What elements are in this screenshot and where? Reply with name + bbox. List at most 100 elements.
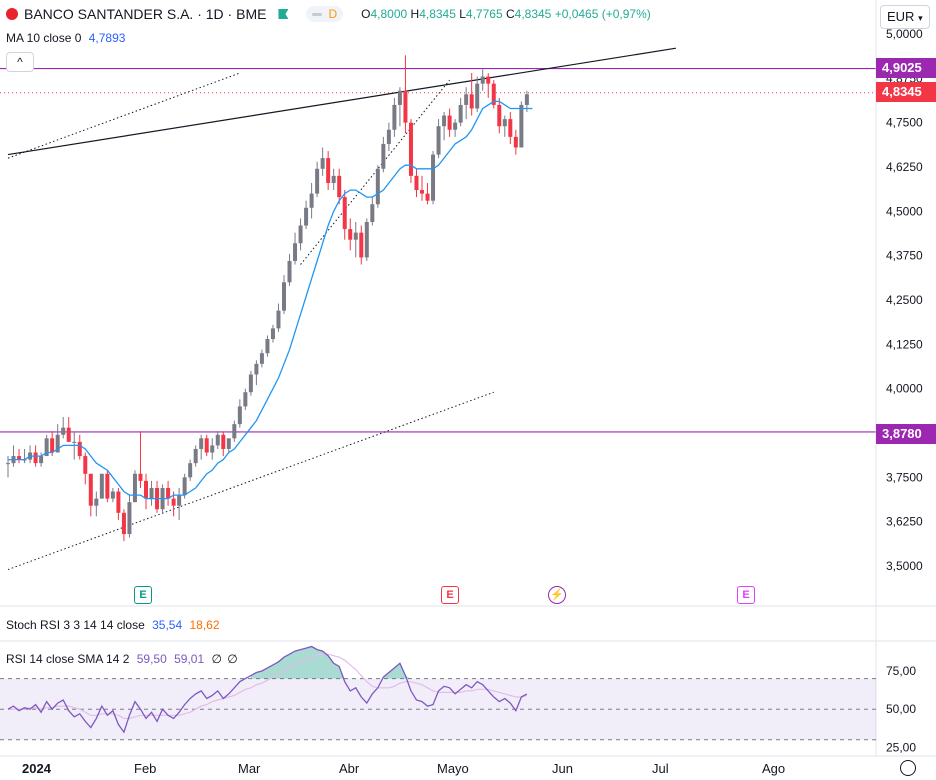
stoch-legend[interactable]: Stoch RSI 3 3 14 14 close 35,54 18,62 <box>6 618 220 632</box>
y-tick-label: 4,0000 <box>886 382 923 396</box>
candle-body <box>204 438 209 453</box>
candle-body <box>39 456 44 464</box>
chevron-down-icon: ▾ <box>918 13 923 23</box>
x-tick-label: Mayo <box>437 761 469 776</box>
earnings-event-icon[interactable]: E <box>441 586 459 604</box>
candle-body <box>144 480 148 499</box>
candle-body <box>464 94 469 105</box>
candle-body <box>309 193 314 208</box>
candle-body <box>392 104 397 130</box>
ohlc-open-label: O <box>361 7 371 21</box>
candle-body <box>326 158 331 183</box>
trendline <box>7 47 677 156</box>
candle-body <box>259 353 264 364</box>
candle-body <box>491 83 496 105</box>
rsi-y-tick-label: 50,00 <box>886 702 916 716</box>
candle-body <box>232 424 237 439</box>
ma-legend[interactable]: MA 10 close 0 4,7893 <box>6 31 125 45</box>
candle-body <box>94 498 99 506</box>
price-label-upper: 4,9025 <box>876 58 936 78</box>
candle-body <box>265 339 270 354</box>
candle-body <box>83 456 88 474</box>
chart-header: BANCO SANTANDER S.A. · 1D · BME D O4,800… <box>6 6 651 22</box>
candle-body <box>408 122 413 176</box>
ohlc-close-label: C <box>505 7 515 21</box>
candle-body <box>320 158 325 169</box>
split-event-icon[interactable]: ⚡ <box>548 586 566 604</box>
candle-body <box>375 168 380 205</box>
status-pill[interactable]: D <box>306 6 344 22</box>
candle-body <box>33 452 38 464</box>
y-tick-label: 4,1250 <box>886 337 923 351</box>
candle-body <box>226 438 231 449</box>
candle-body <box>475 83 480 109</box>
collapse-legend-button[interactable]: ^ <box>6 52 34 72</box>
candle-body <box>469 94 474 109</box>
candle-body <box>50 438 55 453</box>
x-tick-label: Jun <box>552 761 573 776</box>
candle-body <box>497 104 502 127</box>
candle-body <box>210 445 215 453</box>
candle-body <box>298 225 303 244</box>
candle-body <box>436 126 441 155</box>
candle-body <box>61 427 66 435</box>
candle-body <box>188 463 193 478</box>
status-letter: D <box>328 7 338 21</box>
candle-body <box>420 190 424 194</box>
candle-body <box>276 310 281 329</box>
trendline <box>7 391 494 571</box>
candle-body <box>480 76 485 84</box>
candle-body <box>121 512 126 535</box>
candle-body <box>359 232 364 258</box>
rsi-extra-2: ∅ <box>227 652 238 666</box>
x-tick-label: Feb <box>134 761 156 776</box>
rsi-legend[interactable]: RSI 14 close SMA 14 2 59,50 59,01 ∅ ∅ <box>6 652 238 666</box>
candle-body <box>17 456 22 460</box>
candle-body <box>342 197 347 230</box>
stoch-label: Stoch RSI 3 3 14 14 close <box>6 618 145 632</box>
candle-body <box>287 260 292 283</box>
ohlc-values: O4,8000 H4,8345 L4,7765 C4,8345 +0,0465 … <box>361 7 651 21</box>
candle-body <box>177 495 182 506</box>
candle-body <box>171 498 176 506</box>
status-dot-icon <box>312 12 323 16</box>
candle-body <box>453 122 458 130</box>
earnings-event-letter: E <box>139 589 147 601</box>
earnings-event-icon[interactable]: E <box>134 586 152 604</box>
candle-body <box>199 438 204 449</box>
price-chart[interactable]: 3,50003,62503,75003,87504,00004,12504,25… <box>0 0 936 606</box>
candle-body <box>77 441 82 457</box>
candle-body <box>337 175 342 198</box>
candle-body <box>370 204 375 222</box>
candle-body <box>397 90 402 105</box>
rsi-y-tick-label: 25,00 <box>886 740 916 754</box>
price-label-last: 4,8345 <box>876 82 936 102</box>
candle-body <box>386 129 391 144</box>
candle-body <box>381 143 386 169</box>
rsi-label: RSI 14 close SMA 14 2 <box>6 652 130 666</box>
rsi-sma-value: 59,01 <box>174 652 205 666</box>
candle-body <box>248 374 253 393</box>
ma-label: MA 10 close 0 <box>6 31 82 45</box>
symbol-title[interactable]: BANCO SANTANDER S.A. · 1D · BME <box>24 6 267 22</box>
candle-body <box>182 477 187 496</box>
candle-body <box>72 441 77 443</box>
candle-body <box>99 473 104 499</box>
earnings-event-icon[interactable]: E <box>737 586 755 604</box>
candle-body <box>353 232 358 240</box>
candle-body <box>127 502 132 535</box>
candle-body <box>403 90 408 123</box>
gear-icon[interactable] <box>900 760 916 776</box>
rsi-overbought-fill <box>250 646 411 679</box>
y-tick-label: 4,5000 <box>886 204 923 218</box>
stoch-d-value: 18,62 <box>189 618 220 632</box>
y-tick-label: 4,2500 <box>886 293 923 307</box>
candle-body <box>221 434 226 449</box>
candle-body <box>55 434 60 453</box>
y-tick-label: 3,7500 <box>886 470 923 484</box>
currency-select[interactable]: EUR ▾ <box>880 5 930 29</box>
x-tick-label: Ago <box>762 761 785 776</box>
trendline <box>7 72 241 159</box>
candle-body <box>66 427 71 442</box>
candle-body <box>425 193 430 201</box>
